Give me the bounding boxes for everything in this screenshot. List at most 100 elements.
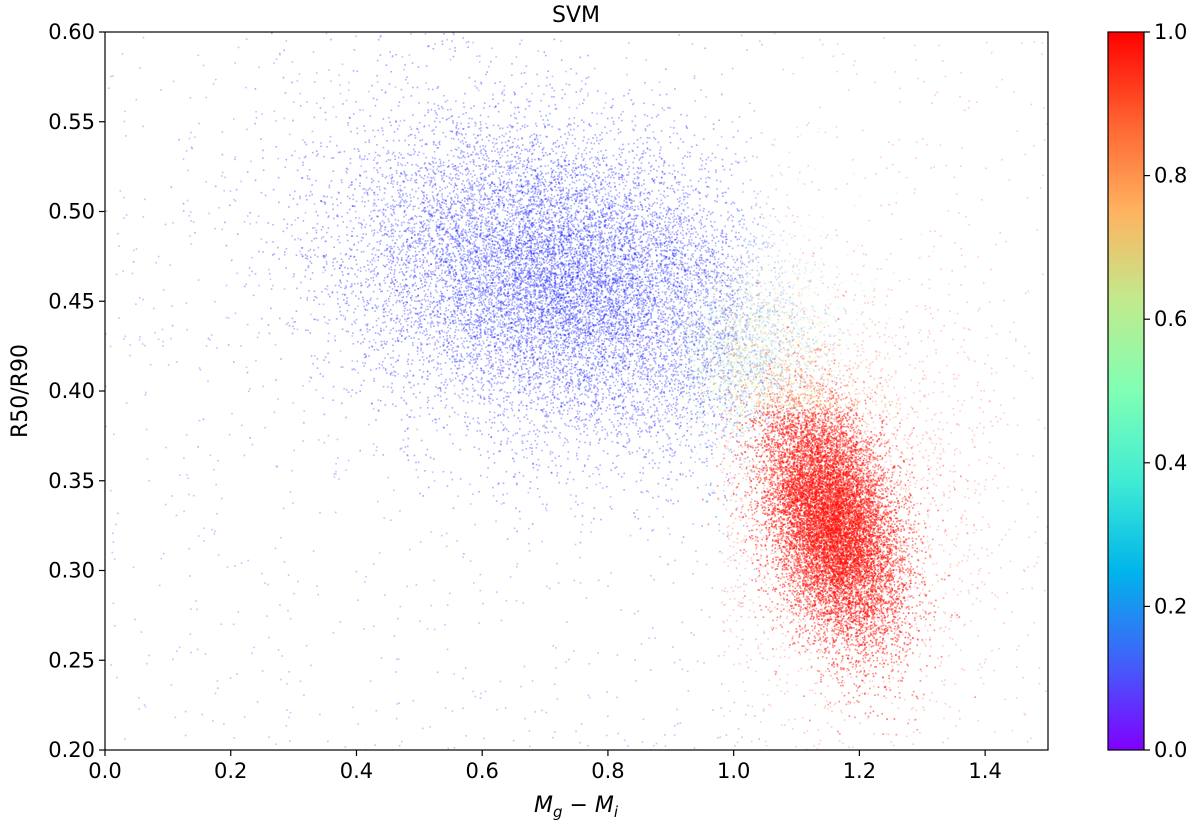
scatter-point [645,59,647,61]
scatter-point [527,234,529,236]
scatter-point [734,702,736,704]
scatter-point [599,438,601,440]
scatter-point [455,177,457,179]
scatter-point [518,228,520,230]
scatter-point [437,219,439,221]
scatter-point [433,359,435,361]
scatter-point [458,139,460,141]
scatter-point [590,313,592,315]
scatter-point [697,561,699,563]
scatter-point [557,698,559,700]
scatter-point [146,663,148,665]
scatter-point [255,111,257,113]
scatter-point [205,97,207,99]
scatter-point [634,613,636,615]
scatter-point [647,539,649,541]
scatter-point [472,42,474,44]
scatter-point [289,134,291,136]
scatter-point [451,229,453,231]
scatter-point [865,177,867,179]
scatter-point [875,324,877,326]
scatter-point [462,556,464,558]
scatter-point [697,349,699,351]
scatter-point [316,103,318,105]
scatter-point [703,299,705,301]
scatter-point [428,487,430,489]
scatter-point [404,120,406,122]
scatter-point [409,250,411,252]
scatter-point [832,678,834,680]
scatter-point [392,328,394,330]
scatter-point [548,185,550,187]
scatter-point [814,631,816,633]
scatter-point [710,160,712,162]
scatter-point [687,279,689,281]
scatter-point [506,409,508,411]
scatter-point [580,531,582,533]
scatter-point [443,199,445,201]
scatter-point [448,275,450,277]
scatter-point [739,398,741,400]
scatter-point [445,187,447,189]
scatter-point [914,189,916,191]
scatter-point [1025,714,1027,716]
scatter-point [1044,139,1046,141]
scatter-point [431,605,433,607]
scatter-point [696,267,698,269]
scatter-point [350,163,352,165]
scatter-point [615,347,617,349]
scatter-point [386,140,388,142]
scatter-point [727,254,729,256]
scatter-point [452,379,454,381]
scatter-point [552,352,554,354]
scatter-point [802,57,804,59]
scatter-point [623,311,625,313]
scatter-point [618,237,620,239]
scatter-point [427,252,429,254]
scatter-point [523,602,525,604]
scatter-point [362,197,364,199]
scatter-point [867,302,869,304]
scatter-point [620,269,622,271]
scatter-point [217,687,219,689]
scatter-point [802,308,804,310]
scatter-point [934,449,936,451]
scatter-point [250,161,252,163]
scatter-point [591,187,593,189]
scatter-point [558,398,560,400]
scatter-point [440,256,442,258]
scatter-point [546,201,548,203]
scatter-point [579,104,581,106]
scatter-point [384,357,386,359]
scatter-point [818,268,820,270]
scatter-point [170,338,172,340]
scatter-point [284,561,286,563]
scatter-point [501,202,503,204]
scatter-point [641,297,643,299]
scatter-point [726,423,728,425]
scatter-point [542,300,544,302]
scatter-point [367,158,369,160]
scatter-point [595,484,597,486]
scatter-point [892,164,894,166]
scatter-point [521,380,523,382]
scatter-point [955,725,957,727]
scatter-point [277,158,279,160]
scatter-point [497,264,499,266]
scatter-point [719,413,721,415]
scatter-point [400,606,402,608]
scatter-point [492,172,494,174]
scatter-point [394,271,396,273]
scatter-point [966,518,968,520]
scatter-point [774,309,776,311]
scatter-point [373,563,375,565]
scatter-point [475,256,477,258]
scatter-point [557,328,559,330]
scatter-point [1027,634,1029,636]
scatter-point [598,231,600,233]
scatter-point [264,427,266,429]
scatter-point [637,206,639,208]
scatter-point [302,440,304,442]
scatter-point [985,168,987,170]
scatter-point [593,262,595,264]
